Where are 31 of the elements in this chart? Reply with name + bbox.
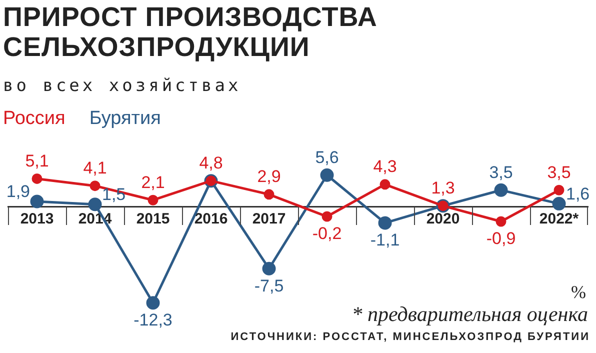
data-label: 1,5 — [102, 185, 126, 204]
data-label: 1,9 — [6, 182, 30, 202]
data-label: 2,1 — [141, 172, 165, 192]
data-label: 4,1 — [83, 158, 107, 178]
data-label: 4,8 — [199, 154, 223, 173]
text: ИСТОЧНИКИ: РОССТАТ, МИНСЕЛЬХОЗПРОД БУРЯТИИ — [230, 331, 590, 343]
data-label: 3,5 — [489, 162, 513, 182]
data-label: -7,5 — [254, 276, 284, 296]
x-tick-label: 2017 — [252, 210, 286, 228]
data-label: 4,3 — [373, 157, 397, 176]
annotation: % — [571, 282, 586, 303]
data-label: -0,9 — [486, 229, 516, 248]
x-tick-label: 2020 — [426, 210, 460, 228]
data-label: 2,9 — [257, 167, 281, 186]
data-label: 5,1 — [25, 151, 49, 170]
data-label: 1,3 — [431, 178, 455, 198]
data-label: -1,1 — [370, 230, 400, 250]
chart-subtitle: во всех хозяйствах — [3, 76, 242, 96]
data-label: 1,6 — [566, 184, 590, 204]
text: Россия — [3, 108, 66, 129]
x-tick-label: 2022* — [539, 210, 579, 228]
data-label: 5,6 — [315, 148, 339, 167]
data-label: -0,2 — [312, 224, 342, 244]
x-tick-label: 2015 — [136, 210, 170, 228]
x-tick-label: 2013 — [20, 210, 54, 228]
data-label: 3,5 — [547, 162, 571, 182]
x-tick-label: 2016 — [194, 210, 228, 228]
text: Бурятия — [89, 108, 161, 129]
data-label: -12,3 — [134, 310, 172, 330]
chart-title: ПРИРОСТ ПРОИЗВОДСТВА СЕЛЬХОЗПРОДУКЦИИ — [3, 2, 378, 62]
annotation: * предварительная оценка — [352, 302, 588, 327]
